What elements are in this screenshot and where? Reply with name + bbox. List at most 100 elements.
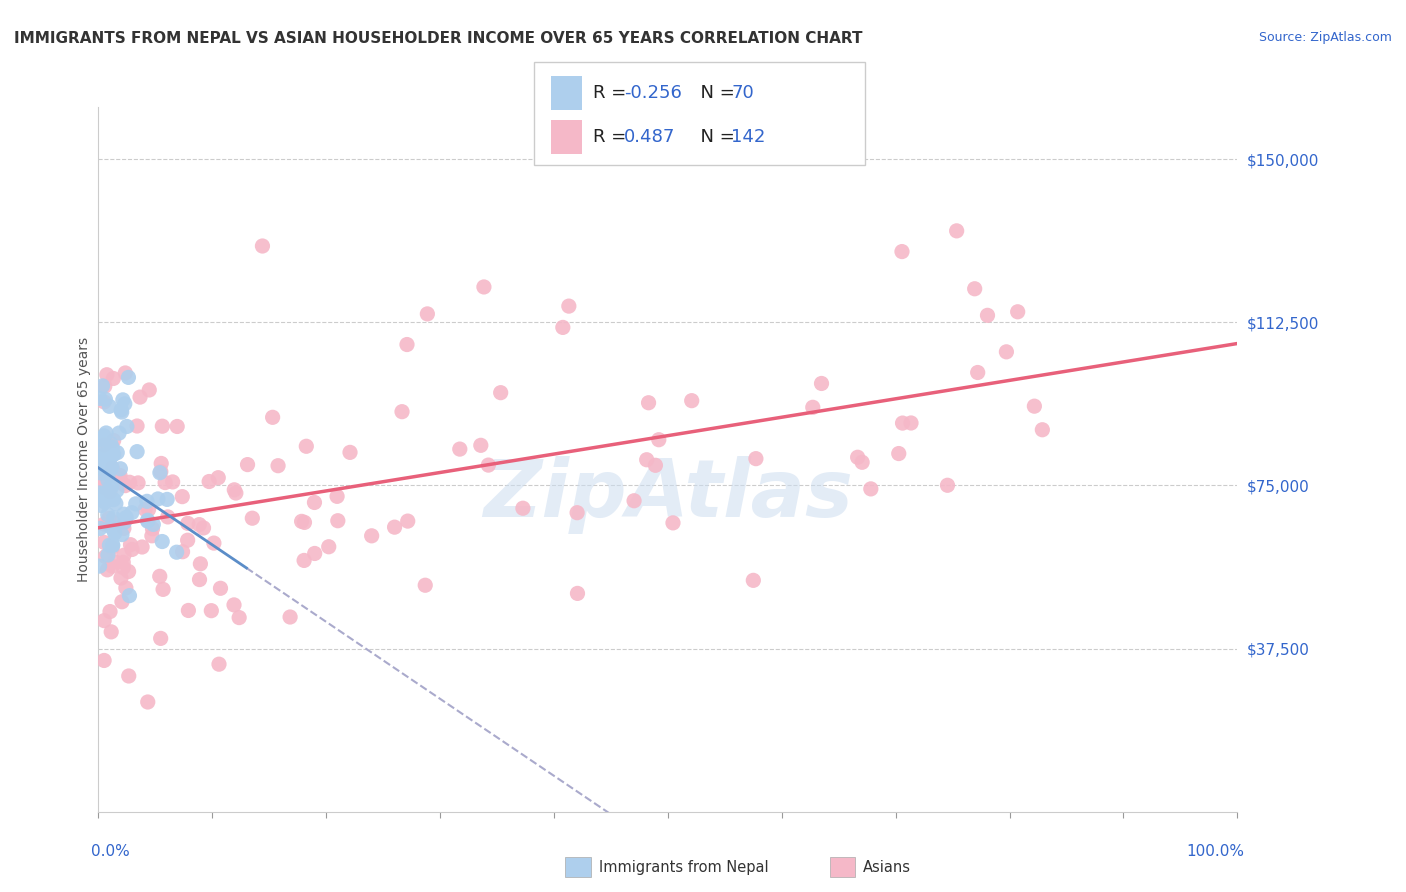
Point bbox=[89, 392, 111, 406]
Point bbox=[360, 529, 382, 543]
Point bbox=[222, 598, 245, 612]
Point bbox=[94, 392, 117, 407]
Point bbox=[100, 460, 122, 475]
Point bbox=[98, 605, 121, 619]
Point bbox=[94, 425, 117, 440]
Point bbox=[120, 538, 142, 552]
Point bbox=[118, 589, 141, 603]
Point bbox=[97, 468, 120, 483]
Text: Source: ZipAtlas.com: Source: ZipAtlas.com bbox=[1258, 31, 1392, 45]
Point bbox=[127, 475, 149, 490]
Point bbox=[637, 396, 659, 410]
Point bbox=[112, 555, 135, 569]
Point bbox=[636, 452, 658, 467]
Point bbox=[101, 559, 124, 574]
Point bbox=[112, 521, 135, 535]
Text: 70: 70 bbox=[731, 84, 754, 102]
Point bbox=[136, 695, 159, 709]
Point bbox=[209, 582, 232, 596]
Point bbox=[118, 475, 141, 490]
Point bbox=[93, 474, 115, 488]
Text: N =: N = bbox=[689, 128, 741, 146]
Point bbox=[110, 571, 132, 585]
Point bbox=[177, 516, 200, 531]
Point bbox=[339, 445, 361, 459]
Point bbox=[114, 478, 136, 492]
Point bbox=[97, 511, 120, 525]
Y-axis label: Householder Income Over 65 years: Householder Income Over 65 years bbox=[77, 337, 91, 582]
Point bbox=[384, 520, 406, 534]
Point bbox=[104, 526, 127, 541]
Point bbox=[396, 514, 419, 528]
Point bbox=[100, 450, 122, 464]
Point bbox=[662, 516, 685, 530]
Point bbox=[112, 548, 135, 562]
Point bbox=[98, 489, 121, 503]
Point bbox=[96, 452, 118, 467]
Point bbox=[472, 280, 495, 294]
Point bbox=[100, 624, 122, 639]
Point bbox=[125, 419, 148, 434]
Point bbox=[127, 444, 149, 458]
Point bbox=[97, 508, 120, 522]
Point bbox=[294, 516, 316, 530]
Point bbox=[101, 461, 124, 475]
Point bbox=[190, 557, 212, 571]
Point bbox=[105, 483, 128, 498]
Point bbox=[240, 511, 263, 525]
Point bbox=[100, 479, 122, 493]
Point bbox=[114, 515, 136, 529]
Point bbox=[295, 439, 318, 453]
Point bbox=[103, 434, 125, 448]
Point bbox=[142, 517, 165, 532]
Point bbox=[193, 521, 215, 535]
Point bbox=[94, 379, 117, 393]
Point bbox=[644, 458, 666, 473]
Point bbox=[745, 451, 768, 466]
Point bbox=[225, 486, 247, 500]
Point bbox=[1031, 423, 1053, 437]
Text: ZipAtlas: ZipAtlas bbox=[482, 456, 853, 533]
Point bbox=[93, 516, 115, 531]
Point bbox=[262, 410, 284, 425]
Point bbox=[228, 610, 250, 624]
Point bbox=[129, 390, 152, 404]
Point bbox=[89, 433, 111, 447]
Point bbox=[936, 478, 959, 492]
Point bbox=[114, 397, 136, 411]
Point bbox=[945, 224, 967, 238]
Point bbox=[200, 604, 222, 618]
Point bbox=[318, 540, 340, 554]
Point bbox=[304, 546, 326, 560]
Point bbox=[94, 464, 117, 478]
Point bbox=[89, 457, 111, 471]
Point bbox=[108, 426, 131, 441]
Point bbox=[97, 474, 120, 488]
Point bbox=[98, 458, 121, 473]
Point bbox=[413, 578, 436, 592]
Point bbox=[801, 401, 824, 415]
Point bbox=[162, 475, 184, 489]
Point bbox=[150, 419, 173, 434]
Point bbox=[565, 506, 588, 520]
Text: 0.0%: 0.0% bbox=[91, 845, 131, 859]
Point bbox=[395, 337, 418, 351]
Point bbox=[94, 495, 117, 509]
Point bbox=[118, 669, 141, 683]
Point bbox=[91, 451, 114, 466]
Text: R =: R = bbox=[593, 84, 633, 102]
Point bbox=[149, 465, 172, 479]
Point bbox=[98, 538, 121, 552]
Point bbox=[101, 441, 124, 455]
Point bbox=[90, 499, 112, 513]
Point bbox=[742, 574, 765, 588]
Point bbox=[551, 320, 574, 334]
Point bbox=[89, 466, 111, 480]
Point bbox=[966, 366, 988, 380]
Point bbox=[93, 438, 115, 452]
Point bbox=[900, 416, 922, 430]
Point bbox=[111, 405, 134, 419]
Point bbox=[103, 492, 125, 507]
Point bbox=[105, 445, 128, 459]
Point bbox=[172, 545, 194, 559]
